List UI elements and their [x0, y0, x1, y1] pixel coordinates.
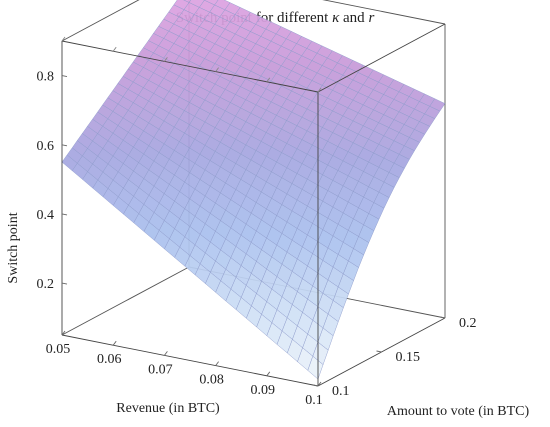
z-tick-label: 0.2	[37, 277, 55, 292]
surface-cell	[307, 355, 324, 380]
x-tick-mark	[266, 371, 271, 377]
y-tick-label: 0.2	[459, 316, 477, 331]
z-tick-mark	[61, 75, 68, 78]
x-tick-mark	[317, 381, 322, 387]
axis-box-front	[61, 23, 446, 387]
axis-ticks: 0.05 0.06 0.07 0.08 0.09 0.1 0.1 0.15 0.2 0.2 0.4 0…	[37, 36, 477, 408]
x-tick-label: 0.1	[305, 393, 323, 408]
z-tick-mark	[61, 144, 68, 147]
x-tick-mark	[317, 87, 322, 93]
z-axis-label: Switch point	[6, 212, 21, 283]
x-axis-label: Revenue (in BTC)	[116, 401, 220, 416]
z-tick-mark	[61, 213, 68, 216]
front-edge	[61, 334, 319, 387]
z-tick-label: 0.8	[37, 70, 55, 85]
x-tick-label: 0.09	[251, 383, 276, 398]
x-tick-label: 0.06	[97, 352, 122, 367]
front-edge	[61, 40, 319, 93]
back-edge	[322, 0, 446, 25]
x-tick-mark	[266, 77, 271, 83]
z-tick-label: 0.6	[37, 139, 55, 154]
x-tick-label: 0.08	[199, 373, 224, 388]
z-tick-label: 0.4	[37, 208, 55, 223]
x-tick-label: 0.05	[46, 342, 71, 357]
y-tick-mark	[439, 316, 446, 319]
y-tick-label: 0.15	[396, 350, 421, 365]
x-tick-mark	[215, 67, 219, 72]
y-axis-label: Amount to vote (in BTC)	[387, 404, 530, 419]
x-tick-mark	[112, 340, 117, 346]
back-edge	[61, 0, 140, 42]
x-tick-label: 0.07	[148, 362, 173, 377]
y-tick-mark	[312, 384, 319, 387]
x-tick-mark	[164, 57, 168, 62]
y-tick-mark	[376, 350, 382, 353]
x-tick-mark	[61, 330, 66, 336]
x-tick-mark	[61, 36, 66, 42]
surface-mesh	[61, 0, 446, 380]
z-tick-mark	[61, 282, 68, 285]
x-tick-mark	[112, 46, 117, 52]
x-tick-mark	[164, 351, 168, 356]
back-edge	[61, 266, 190, 336]
x-tick-mark	[215, 361, 219, 366]
y-tick-label: 0.1	[332, 384, 350, 399]
front-edge	[317, 23, 446, 93]
